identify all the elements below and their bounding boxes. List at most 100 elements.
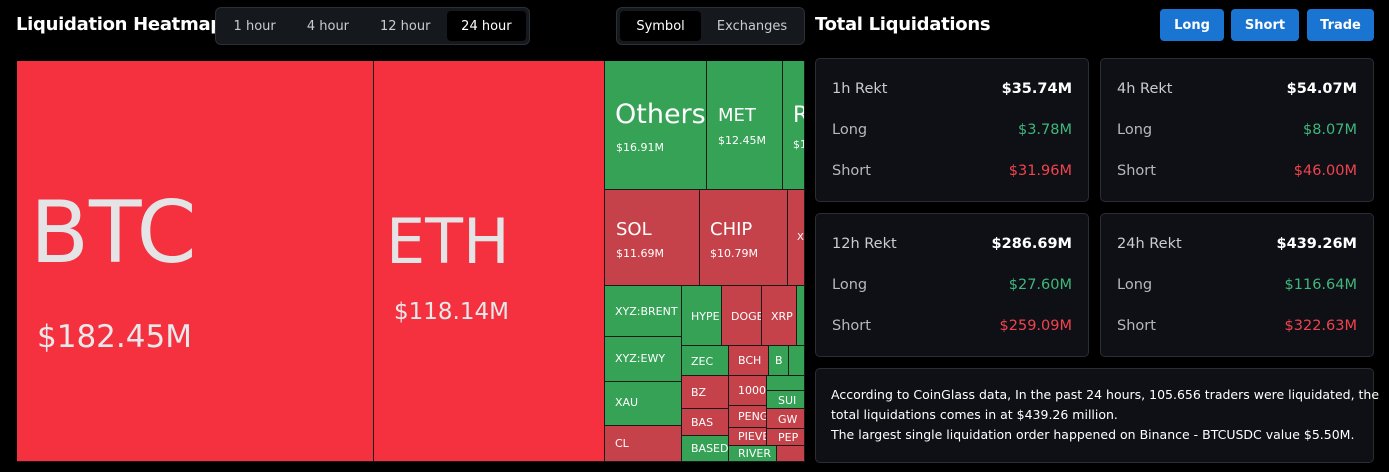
short-label: Short [832,163,871,179]
tab-symbol[interactable]: Symbol [620,11,702,41]
card-4h-rekt: 4h Rekt $54.07M Long $8.07M Short $46.00M [1100,58,1374,202]
tile-symbol: PENG [738,410,767,423]
short-button[interactable]: Short [1231,9,1299,41]
long-value: $8.07M [1302,122,1357,138]
tile-met[interactable]: MET $12.45M [707,61,783,190]
tile-symbol: X [797,232,804,243]
tile-symbol: PIEVE [738,430,767,443]
tile-symbol: XAU [615,396,639,409]
short-label: Short [832,318,871,334]
tile-r[interactable]: R $1 [783,61,805,190]
tile-symbol: Others [615,99,706,130]
tile-symbol: XRP [771,310,793,323]
long-label: Long [1117,122,1153,138]
tile-value: $16.91M [616,141,664,154]
card-total: $439.26M [1276,236,1357,252]
card-title: 1h Rekt [832,81,888,97]
short-label: Short [1117,163,1156,179]
tile-symbol: BZ [691,386,707,399]
tab-1-hour[interactable]: 1 hour [219,11,290,41]
tile-symbol: CHIP [710,219,753,240]
tile-pieve[interactable]: PIEVE [729,428,767,446]
tile-symbol: XYZ:BRENT [615,305,678,318]
tile-1000[interactable]: 1000 [729,376,767,406]
tile-peng[interactable]: PENG [729,406,767,428]
tile-bch[interactable]: BCH [729,346,769,376]
tab-12-hour[interactable]: 12 hour [366,11,445,41]
tile-symbol: SUI [778,394,797,407]
heatmap-title: Liquidation Heatmap [16,14,223,35]
tile-x[interactable]: X [788,190,805,286]
tile-symbol: CL [615,437,629,450]
tile-gw[interactable]: GW [767,409,805,429]
tile-symbol: GW [778,413,798,426]
grouping-selector: Symbol Exchanges [616,7,805,45]
tile-xyz-brent[interactable]: XYZ:BRENT [605,286,682,337]
card-12h-rekt: 12h Rekt $286.69M Long $27.60M Short $259.0… [815,213,1089,357]
tile-symbol: ETH [386,205,510,278]
tab-4-hour[interactable]: 4 hour [292,11,363,41]
tile-small[interactable] [767,376,805,391]
tile-xyz-ewy[interactable]: XYZ:EWY [605,337,682,382]
tile-symbol: RIVER [738,447,772,460]
tile-value: $1 [793,138,804,151]
long-label: Long [832,122,868,138]
short-value: $46.00M [1293,163,1357,179]
liquidation-treemap: BTC $182.45M ETH $118.14M Others $16.91M… [17,61,805,462]
long-value: $3.78M [1017,122,1072,138]
tile-symbol: BAS [691,416,714,429]
tile-value: $182.45M [37,319,192,355]
summary-line: total liquidations comes in at $439.26 m… [831,407,1118,422]
tile-others[interactable]: Others $16.91M [605,61,707,190]
tile-river[interactable]: RIVER [729,446,777,462]
time-range-selector: 1 hour 4 hour 12 hour 24 hour [215,7,530,45]
short-label: Short [1117,318,1156,334]
tile-based[interactable]: BASED [682,436,729,462]
tile-cl[interactable]: CL [605,426,682,462]
liquidation-summary: According to CoinGlass data, In the past… [815,368,1380,463]
tile-symbol: BCH [738,354,762,367]
card-24h-rekt: 24h Rekt $439.26M Long $116.64M Short $322.… [1100,213,1374,357]
tile-bas[interactable]: BAS [682,409,729,436]
tile-xau[interactable]: XAU [605,382,682,426]
tile-symbol: HYPE [691,310,720,323]
tab-24-hour[interactable]: 24 hour [446,11,526,41]
total-liquidations-title: Total Liquidations [815,14,991,35]
tile-sol[interactable]: SOL $11.69M [605,190,700,286]
tile-hype[interactable]: HYPE [682,286,722,346]
tile-zec[interactable]: ZEC [682,346,729,376]
tab-exchanges[interactable]: Exchanges [703,11,801,41]
tile-sui[interactable]: SUI [767,391,805,409]
long-value: $116.64M [1284,277,1357,293]
summary-line: According to CoinGlass data, In the past… [831,387,1380,402]
tile-chip[interactable]: CHIP $10.79M [700,190,788,286]
short-value: $322.63M [1284,318,1357,334]
tile-symbol: R [793,103,804,128]
tile-small[interactable] [777,446,805,462]
tile-symbol: MET [718,105,756,126]
card-1h-rekt: 1h Rekt $35.74M Long $3.78M Short $31.96M [815,58,1089,202]
tile-doge[interactable]: DOGE [722,286,762,346]
tile-value: $12.45M [718,134,766,147]
tile-symbol: PEP [778,431,799,444]
tile-symbol: DOGE [731,310,762,323]
tile-small[interactable] [789,346,805,376]
tile-pep[interactable]: PEP [767,429,805,446]
tile-xrp[interactable]: XRP [762,286,797,346]
tile-small[interactable] [797,286,805,346]
tile-symbol: BTC [30,183,197,283]
tile-eth[interactable]: ETH $118.14M [374,61,605,462]
trade-button[interactable]: Trade [1307,9,1374,41]
card-title: 12h Rekt [832,236,897,252]
tile-symbol: ZEC [691,355,714,368]
tile-bz[interactable]: BZ [682,376,729,409]
tile-symbol: SOL [616,219,652,240]
tile-btc[interactable]: BTC $182.45M [17,61,374,462]
tile-value: $118.14M [394,299,509,325]
summary-line: The largest single liquidation order hap… [831,427,1355,442]
long-label: Long [1117,277,1153,293]
tile-b[interactable]: B [769,346,789,376]
long-button[interactable]: Long [1160,9,1224,41]
card-total: $54.07M [1286,81,1357,97]
long-value: $27.60M [1008,277,1072,293]
